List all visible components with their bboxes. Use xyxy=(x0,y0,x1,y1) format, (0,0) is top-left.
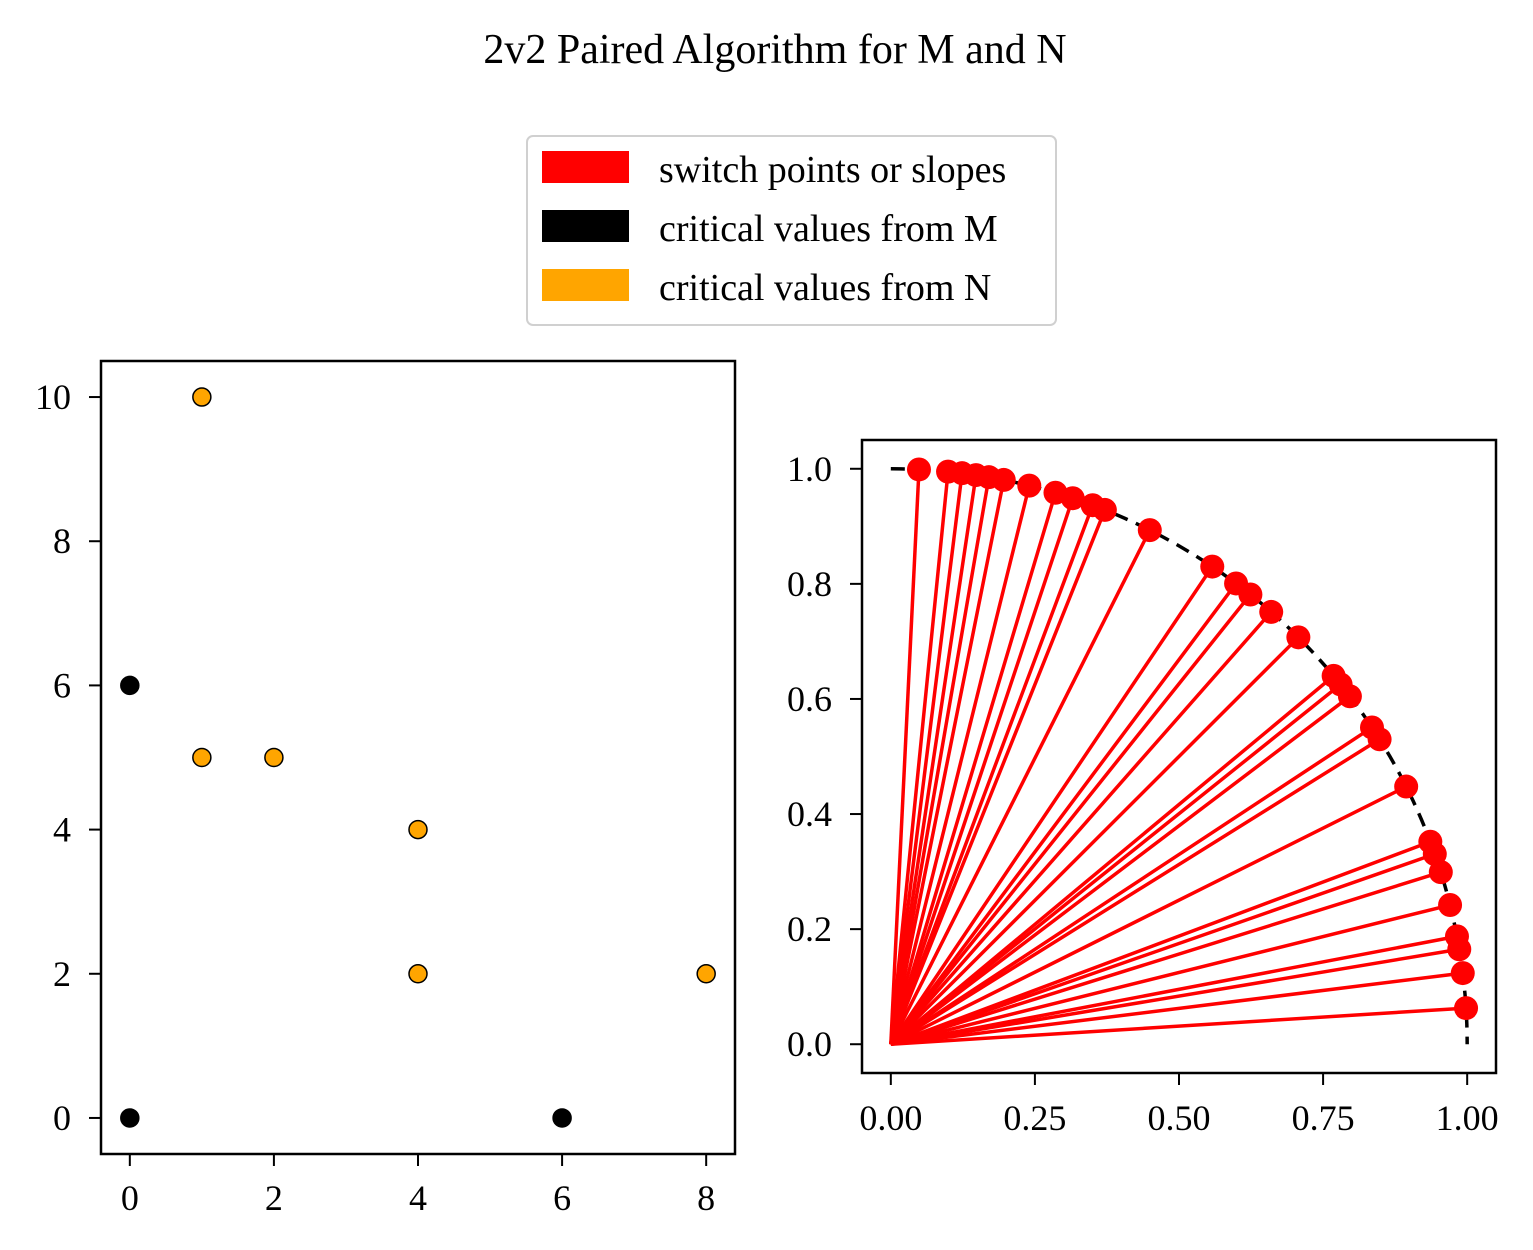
slope-line xyxy=(889,737,1381,1046)
slope-line xyxy=(889,582,1238,1046)
switch-point xyxy=(1286,625,1311,650)
legend-label-switch: switch points or slopes xyxy=(659,149,1006,191)
slope-line xyxy=(890,784,1407,1046)
left-y-tick-label: 4 xyxy=(53,810,71,850)
slope-line xyxy=(889,485,1031,1045)
slope-line xyxy=(889,674,1335,1046)
slope-line xyxy=(889,509,1107,1045)
switch-point xyxy=(1017,473,1042,498)
figure-title: 2v2 Paired Algorithm for M and N xyxy=(483,27,1066,73)
slope-line xyxy=(889,469,921,1045)
left-x-tick-label: 2 xyxy=(265,1178,283,1218)
switch-point xyxy=(1447,937,1472,962)
right-y-tick-label: 0.0 xyxy=(787,1024,832,1064)
slope-line xyxy=(889,492,1058,1045)
left-x-tick-label: 0 xyxy=(121,1178,139,1218)
left-y-tick-label: 10 xyxy=(35,377,71,417)
n-critical-point xyxy=(192,387,212,407)
n-critical-point xyxy=(408,819,428,840)
n-critical-point xyxy=(264,747,284,768)
right-x-tick-label: 1.00 xyxy=(1436,1098,1499,1138)
left-y-tick-label: 0 xyxy=(53,1098,71,1138)
switch-point xyxy=(1259,599,1284,624)
left-y-tick-label: 6 xyxy=(53,665,71,705)
left-marks xyxy=(120,387,716,1128)
slope-line xyxy=(889,694,1351,1046)
legend-swatch-m xyxy=(542,210,629,242)
slope-line xyxy=(889,683,1342,1046)
right-x-tick-label: 0.75 xyxy=(1292,1098,1355,1138)
legend-label-m: critical values from M xyxy=(659,208,998,250)
switch-point xyxy=(991,467,1016,492)
left-x-tick-label: 4 xyxy=(409,1178,427,1218)
slope-line xyxy=(889,504,1095,1045)
slope-line xyxy=(890,1006,1467,1046)
n-critical-point xyxy=(192,747,212,768)
right-axes-frame xyxy=(860,438,1498,1075)
legend-label-n: critical values from N xyxy=(659,267,991,309)
right-y-tick-label: 1.0 xyxy=(787,449,832,489)
right-x-tick-label: 0.00 xyxy=(859,1098,922,1138)
slope-line xyxy=(890,934,1458,1046)
m-critical-point xyxy=(120,1108,140,1128)
right-y-tick-label: 0.2 xyxy=(787,909,832,949)
right-y-tick-label: 0.4 xyxy=(787,794,832,834)
slope-line xyxy=(889,472,964,1045)
m-critical-point xyxy=(552,1108,572,1128)
right-x-tick-label: 0.50 xyxy=(1148,1098,1211,1138)
legend-swatch-n xyxy=(542,269,629,301)
switch-point xyxy=(1454,996,1479,1021)
slope-line xyxy=(889,610,1273,1046)
left-scatter-plot: 0 2 4 6 8 0 2 4 6 8 10 xyxy=(35,359,737,1218)
slope-line xyxy=(890,947,1460,1046)
slope-line xyxy=(889,474,978,1045)
switch-point xyxy=(1337,684,1362,709)
slope-line xyxy=(890,971,1463,1046)
left-y-tick-label: 8 xyxy=(53,521,71,561)
right-x-tick-label: 0.25 xyxy=(1003,1098,1066,1138)
slope-line xyxy=(889,476,991,1045)
switch-point xyxy=(1238,582,1263,607)
slope-line xyxy=(889,725,1373,1046)
switch-point xyxy=(1450,961,1475,986)
switch-point xyxy=(1422,842,1447,867)
slope-line xyxy=(889,593,1252,1046)
switch-point xyxy=(1137,518,1162,543)
slope-line xyxy=(889,471,950,1045)
n-critical-point xyxy=(408,964,428,984)
right-axis-ticks: 0.00 0.25 0.50 0.75 1.00 0.0 0.2 0.4 0.6 0.8 1.0 xyxy=(787,449,1499,1138)
left-x-tick-label: 6 xyxy=(553,1178,571,1218)
switch-point xyxy=(906,457,931,482)
slope-line xyxy=(889,529,1152,1046)
legend-frame xyxy=(526,135,1057,326)
left-axes-frame xyxy=(99,359,737,1156)
switch-point xyxy=(1438,893,1463,918)
switch-point xyxy=(1060,486,1085,511)
switch-point xyxy=(1367,727,1392,752)
legend: switch points or slopes critical values … xyxy=(526,135,1057,326)
slope-line xyxy=(889,479,1006,1045)
n-critical-point xyxy=(696,964,716,984)
switch-point xyxy=(1394,774,1419,799)
slope-line xyxy=(889,636,1300,1046)
slope-line xyxy=(890,852,1436,1046)
left-y-tick-label: 2 xyxy=(53,954,71,994)
slope-line xyxy=(889,565,1214,1046)
switch-point xyxy=(1092,497,1117,522)
left-axis-ticks: 0 2 4 6 8 0 2 4 6 8 10 xyxy=(35,377,715,1218)
switch-point xyxy=(1200,554,1225,579)
slope-line xyxy=(890,840,1431,1046)
switch-point xyxy=(1428,860,1453,885)
right-y-tick-label: 0.6 xyxy=(787,679,832,719)
m-critical-point xyxy=(120,675,140,696)
slope-line xyxy=(890,870,1442,1046)
slope-line xyxy=(889,497,1075,1045)
slope-line xyxy=(890,903,1451,1046)
right-y-tick-label: 0.8 xyxy=(787,564,832,604)
legend-swatch-switch xyxy=(542,151,629,183)
left-x-tick-label: 8 xyxy=(697,1178,715,1218)
right-slope-plot: 0.00 0.25 0.50 0.75 1.00 0.0 0.2 0.4 0.6 0.8 1.0 xyxy=(787,438,1499,1138)
right-marks xyxy=(889,457,1479,1046)
